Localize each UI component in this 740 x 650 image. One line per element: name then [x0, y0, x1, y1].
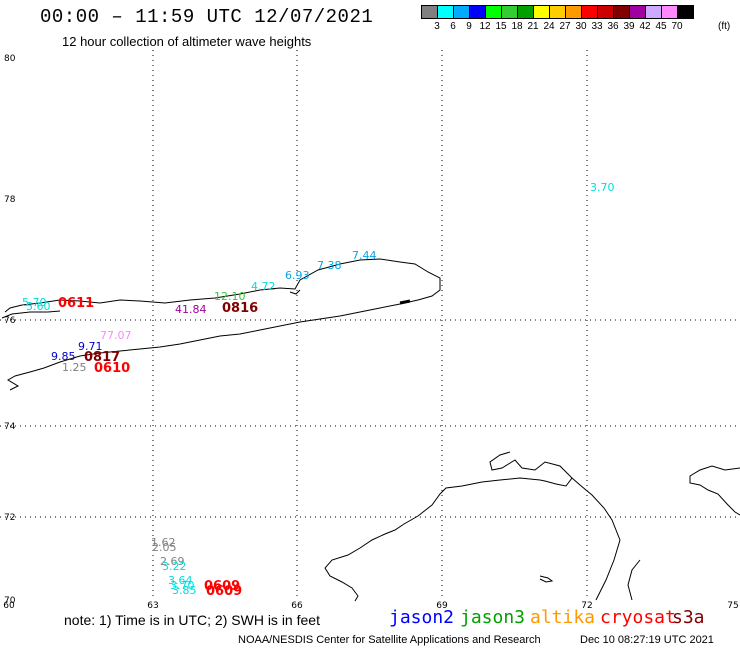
color-scale-labels: 3 6 9 12 15 18 21 24 27 30 33 36 39 42 45 70 [421, 21, 740, 33]
color-scale-label: 15 [495, 21, 507, 32]
color-scale-label: 9 [466, 21, 472, 32]
latitude-label: 72 [4, 513, 15, 523]
wave-height-label: 9.71 [78, 340, 103, 353]
wave-height-label: 4.72 [251, 280, 276, 293]
color-scale-label: 3 [434, 21, 440, 32]
longitude-label: 69 [436, 601, 448, 611]
map-title: 00:00 – 11:59 UTC 12/07/2021 [40, 6, 374, 28]
wave-height-label: 2.69 [160, 555, 185, 568]
observation-time-label: 0610 [94, 361, 130, 376]
legend-altika: altika [530, 607, 596, 628]
legend-jason2: jason2 [389, 607, 455, 628]
longitude-label: 63 [147, 601, 158, 611]
color-scale-label: 39 [623, 21, 635, 32]
observation-time-label: 0609 [204, 579, 240, 594]
footnote: note: 1) Time is in UTC; 2) SWH is in fe… [64, 612, 320, 628]
latitude-labels: 80 78 76 74 72 70 [4, 54, 16, 606]
wave-height-label: 2.05 [152, 541, 177, 554]
longitude-label: 72 [581, 601, 592, 611]
color-scale-label: 21 [527, 21, 539, 32]
observation-time-label: 0816 [222, 301, 258, 316]
wave-height-label: 41.84 [175, 303, 207, 316]
map-gridlines [0, 50, 740, 600]
color-scale-bar [421, 5, 694, 19]
wave-height-label: 7.44 [352, 249, 377, 262]
wave-height-label: 3.70 [170, 579, 195, 592]
wave-height-label: 9.85 [51, 350, 76, 363]
color-scale-label: 45 [655, 21, 667, 32]
wave-height-label: 77.07 [100, 329, 132, 342]
color-scale-label: 24 [543, 21, 555, 32]
wave-height-label: 7.38 [317, 259, 342, 272]
observation-time-label: 0817 [84, 350, 120, 365]
wave-height-label: 3.22 [162, 560, 187, 573]
latitude-label: 70 [4, 596, 16, 606]
legend-s3a: s3a [672, 607, 705, 628]
legend-cryosat: cryosat [600, 607, 676, 628]
generation-timestamp: Dec 10 08:27:19 UTC 2021 [580, 634, 714, 646]
altimeter-observations: 3.70 7.44 7.38 6.93 4.72 12.10 41.84 0816 5.705.… [22, 181, 615, 599]
color-scale-label: 70 [671, 21, 683, 32]
color-scale-label: 36 [607, 21, 619, 32]
color-scale-label: 18 [511, 21, 523, 32]
latitude-label: 80 [4, 54, 16, 64]
longitude-label: 60 [3, 601, 15, 611]
color-scale-label: 33 [591, 21, 603, 32]
color-scale-label: 6 [450, 21, 456, 32]
latitude-label: 78 [4, 195, 16, 205]
color-scale-label: 42 [639, 21, 651, 32]
map-subtitle: 12 hour collection of altimeter wave hei… [62, 34, 312, 49]
wave-height-label: 1.25 [62, 361, 87, 374]
wave-height-label: 5.60 [26, 300, 51, 313]
color-scale-label: 30 [575, 21, 587, 32]
longitude-label: 75 [727, 601, 738, 611]
credit-line: NOAA/NESDIS Center for Satellite Applica… [238, 634, 541, 646]
legend-jason3: jason3 [460, 607, 526, 628]
observation-time-label: 0611 [58, 296, 94, 311]
color-swatch [677, 5, 694, 19]
longitude-label: 66 [291, 601, 303, 611]
coastline [1, 258, 740, 602]
wave-height-label: 6.93 [285, 269, 310, 282]
wave-height-label: 3.64 [168, 574, 193, 587]
latitude-label: 74 [4, 422, 16, 432]
color-scale-unit: (ft) [718, 21, 731, 32]
wave-height-label: 1.62 [151, 536, 176, 549]
color-scale-label: 27 [559, 21, 571, 32]
observation-time-label: 0609 [206, 584, 242, 599]
wave-height-label: 12.10 [214, 290, 246, 303]
color-scale-label: 12 [479, 21, 491, 32]
wave-height-label: 3.85 [172, 584, 197, 597]
wave-height-label: 3.70 [590, 181, 615, 194]
longitude-labels: 60 63 66 69 72 75 [3, 601, 738, 611]
latitude-label: 76 [4, 316, 16, 326]
wave-height-label: 5.70 [22, 296, 47, 309]
